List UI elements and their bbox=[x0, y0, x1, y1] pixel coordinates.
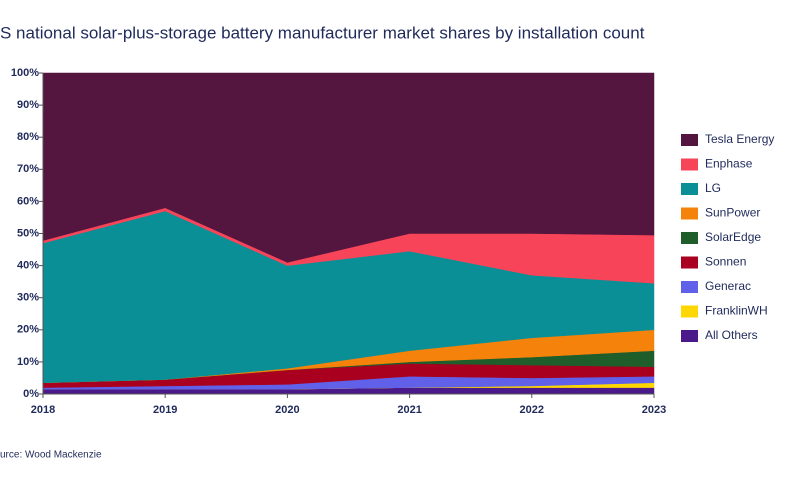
x-tick-label: 2018 bbox=[31, 404, 55, 416]
legend-label: Tesla Energy bbox=[705, 132, 774, 146]
y-tick-label: 60% bbox=[17, 195, 39, 207]
x-tick-label: 2021 bbox=[397, 404, 421, 416]
source-note: urce: Wood Mackenzie bbox=[0, 450, 102, 461]
y-tick-label: 80% bbox=[17, 131, 39, 143]
y-tick-label: 30% bbox=[17, 292, 39, 304]
legend-swatch bbox=[681, 281, 698, 293]
legend-label: SolarEdge bbox=[705, 230, 761, 244]
y-tick-label: 20% bbox=[17, 324, 39, 336]
x-tick-label: 2023 bbox=[642, 404, 666, 416]
legend-label: FranklinWH bbox=[705, 304, 768, 318]
y-tick-label: 10% bbox=[17, 356, 39, 368]
y-tick-label: 90% bbox=[17, 99, 39, 111]
legend-label: Enphase bbox=[705, 157, 753, 171]
legend-swatch bbox=[681, 183, 698, 195]
legend-label: SunPower bbox=[705, 206, 760, 220]
legend-swatch bbox=[681, 256, 698, 269]
area bbox=[42, 72, 655, 263]
legend-swatch bbox=[681, 330, 698, 342]
legend-swatch bbox=[681, 134, 698, 146]
y-tick-label: 70% bbox=[17, 163, 39, 175]
y-tick-label: 50% bbox=[17, 227, 39, 239]
x-tick-label: 2019 bbox=[153, 404, 177, 416]
chart-title: S national solar-plus-storage battery ma… bbox=[0, 23, 645, 42]
y-tick-label: 40% bbox=[17, 260, 39, 272]
legend-swatch bbox=[681, 207, 698, 220]
x-tick-label: 2022 bbox=[520, 404, 544, 416]
legend-label: LG bbox=[705, 181, 721, 195]
legend-label: All Others bbox=[705, 328, 758, 342]
legend-swatch bbox=[681, 305, 698, 318]
y-tick-label: 0% bbox=[23, 388, 39, 400]
legend-swatch bbox=[681, 232, 698, 244]
legend-label: Generac bbox=[705, 279, 751, 293]
y-tick-label: 100% bbox=[11, 67, 39, 79]
legend-swatch bbox=[681, 158, 698, 171]
x-tick-label: 2020 bbox=[275, 404, 299, 416]
legend-label: Sonnen bbox=[705, 255, 746, 269]
